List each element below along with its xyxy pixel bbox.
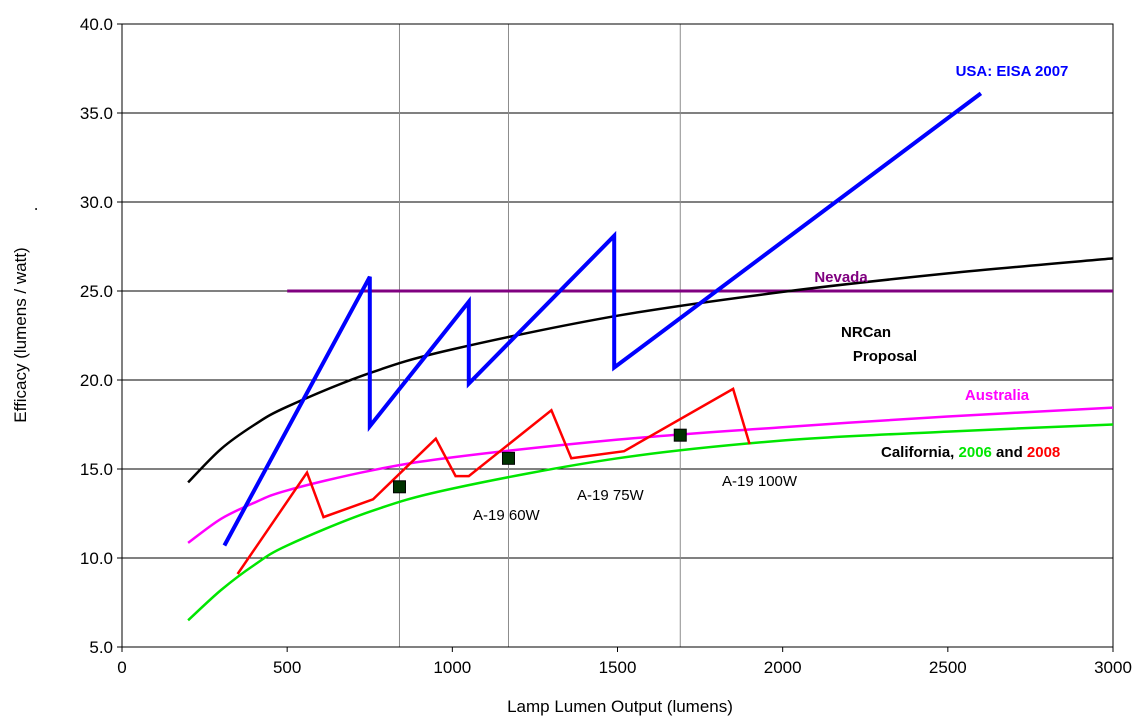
y-tick-label: 5.0 — [89, 638, 113, 657]
a19-marker — [501, 451, 515, 465]
california-2008: 2008 — [1027, 444, 1060, 461]
california-label: California, 2006 and 2008 — [881, 444, 1060, 461]
california-prefix: California, — [881, 444, 959, 461]
y-axis-title: Efficacy (lumens / watt) — [11, 247, 30, 422]
a19-marker — [392, 480, 406, 494]
x-tick-label: 1500 — [599, 658, 637, 677]
a19-75w-label: A-19 75W — [577, 487, 645, 504]
california-2006: 2006 — [959, 444, 992, 461]
series-layer — [187, 91, 1114, 622]
y-tick-label: 30.0 — [80, 193, 113, 212]
series-line-california-2008 — [236, 387, 751, 575]
a19-100w-label: A-19 100W — [722, 473, 798, 490]
x-axis-ticks: 0 500 1000 1500 2000 2500 3000 — [117, 647, 1132, 677]
usa-eisa-label: USA: EISA 2007 — [956, 63, 1069, 80]
y-tick-label: 10.0 — [80, 549, 113, 568]
y-tick-label: 25.0 — [80, 282, 113, 301]
y-tick-label: 35.0 — [80, 104, 113, 123]
nrcan-label-line1: NRCan — [841, 324, 891, 341]
australia-label: Australia — [965, 387, 1030, 404]
vertical-reference-lines — [398, 24, 681, 647]
y-axis-title-suffix: . — [22, 207, 41, 212]
series-line-nrcan-proposal — [187, 257, 1114, 484]
y-axis-ticks: 5.0 10.0 15.0 20.0 25.0 30.0 35.0 40.0 — [80, 15, 122, 657]
x-tick-label: 3000 — [1094, 658, 1132, 677]
a19-marker — [673, 428, 687, 442]
x-tick-label: 1000 — [433, 658, 471, 677]
x-tick-label: 2000 — [764, 658, 802, 677]
x-tick-label: 500 — [273, 658, 301, 677]
a19-60w-label: A-19 60W — [473, 507, 541, 524]
series-line-usa-eisa-2007 — [222, 91, 983, 547]
y-tick-label: 40.0 — [80, 15, 113, 34]
nrcan-label-line2: Proposal — [853, 348, 917, 365]
a19-markers — [392, 428, 687, 494]
california-and: and — [992, 444, 1027, 461]
x-tick-label: 0 — [117, 658, 126, 677]
y-tick-label: 15.0 — [80, 460, 113, 479]
nevada-label: Nevada — [814, 269, 868, 286]
y-tick-label: 20.0 — [80, 371, 113, 390]
x-axis-title: Lamp Lumen Output (lumens) — [507, 697, 733, 716]
x-tick-label: 2500 — [929, 658, 967, 677]
series-line-california-2006 — [187, 423, 1114, 622]
series-line-australia — [187, 406, 1114, 544]
